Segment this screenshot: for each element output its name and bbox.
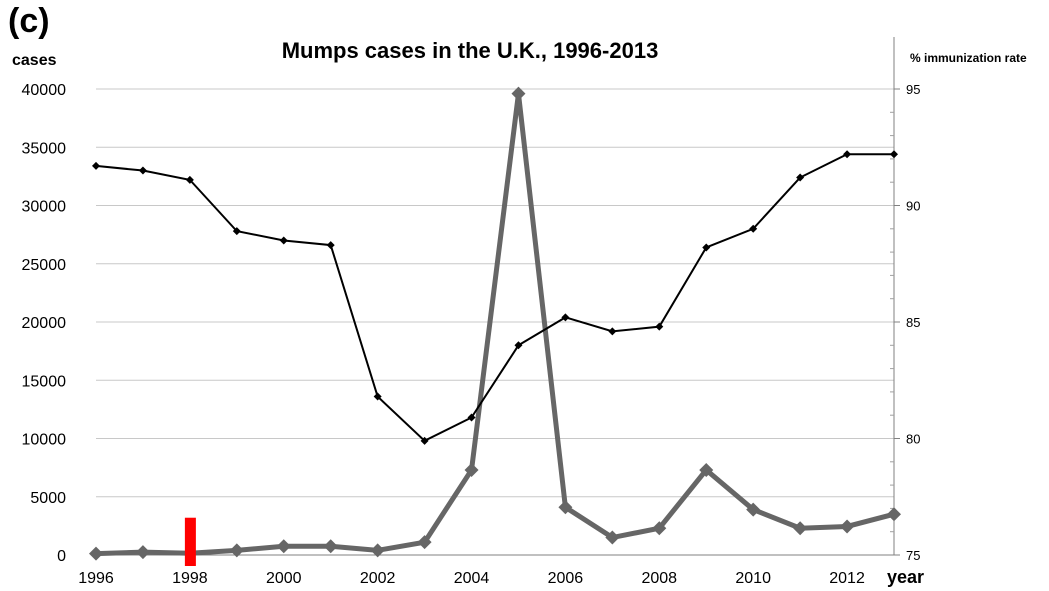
cases-point	[699, 462, 714, 477]
cases-point	[746, 502, 761, 517]
y-tick-label: 20000	[22, 315, 67, 332]
x-tick-label: 1998	[172, 570, 208, 587]
x-tick-label: 2006	[548, 570, 584, 587]
immunization-point	[467, 413, 476, 422]
cases-point	[558, 500, 573, 515]
immunization-point	[92, 161, 100, 170]
y-tick-label: 40000	[22, 82, 67, 99]
cases-point	[323, 539, 338, 554]
cases-point	[887, 507, 901, 522]
immunization-point	[185, 175, 194, 184]
x-axis-label: year	[887, 567, 925, 587]
y2-axis-label: % immunization rate	[910, 51, 1027, 65]
immunization-point	[514, 341, 523, 350]
cases-point	[229, 543, 244, 558]
x-tick-label: 2012	[829, 570, 865, 587]
y2-tick-label: 95	[906, 82, 920, 97]
cases-point	[464, 462, 479, 477]
y-tick-label: 35000	[22, 140, 67, 157]
y-axis-label: cases	[12, 52, 57, 69]
cases-point	[840, 519, 855, 534]
cases-point	[793, 521, 808, 536]
immunization-point	[232, 227, 241, 236]
immunization-point	[749, 224, 758, 233]
immunization-point	[702, 243, 711, 252]
cases-point	[417, 535, 432, 550]
immunization-point	[420, 436, 429, 445]
immunization-point	[655, 322, 664, 331]
chart-title: Mumps cases in the U.K., 1996-2013	[281, 38, 659, 63]
x-tick-label: 2010	[735, 570, 771, 587]
cases-point	[276, 539, 291, 554]
immunization-point	[608, 327, 617, 336]
y-tick-label: 10000	[22, 432, 67, 449]
immunization-point	[561, 313, 570, 322]
cases-point	[605, 530, 620, 545]
red-marker-bar	[184, 517, 196, 566]
immunization-point	[843, 150, 852, 159]
immunization-point	[890, 150, 898, 159]
y-tick-label: 5000	[30, 490, 66, 507]
cases-point	[511, 86, 526, 101]
immunization-point	[796, 173, 805, 182]
y-tick-label: 15000	[22, 373, 67, 390]
x-tick-label: 1996	[78, 570, 114, 587]
x-tick-label: 2008	[641, 570, 677, 587]
immunization-point	[279, 236, 288, 245]
immunization-line	[95, 153, 894, 443]
x-tick-label: 2004	[454, 570, 490, 587]
cases-line	[95, 93, 895, 557]
y2-tick-label: 85	[906, 315, 920, 330]
y2-tick-label: 90	[906, 199, 920, 214]
panel-label: (c)	[8, 2, 50, 40]
immunization-point	[326, 241, 335, 250]
cases-point	[370, 543, 385, 558]
y2-tick-label: 75	[906, 548, 920, 563]
cases-point	[135, 545, 150, 560]
y2-tick-label: 80	[906, 432, 920, 447]
y-tick-label: 0	[57, 548, 66, 565]
cases-point	[652, 521, 667, 536]
immunization-point	[138, 166, 147, 175]
y-tick-label: 25000	[22, 257, 67, 274]
y-tick-label: 30000	[22, 199, 67, 216]
cases-point	[89, 546, 103, 561]
immunization-point	[373, 392, 382, 401]
x-tick-label: 2002	[360, 570, 396, 587]
x-tick-label: 2000	[266, 570, 302, 587]
